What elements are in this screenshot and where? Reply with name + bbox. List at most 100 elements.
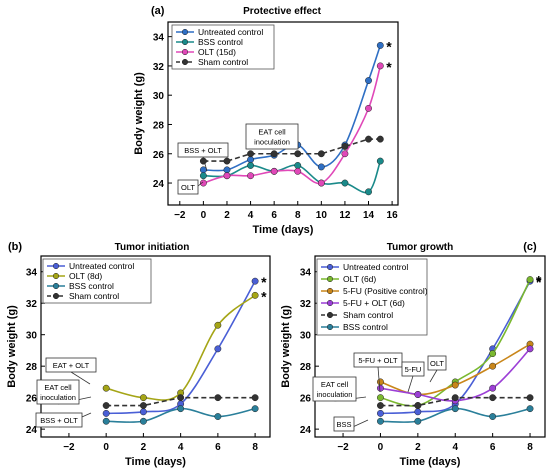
annotation-box	[312, 376, 357, 402]
series: *	[102, 274, 267, 417]
data-point	[489, 384, 497, 392]
data-point	[177, 394, 185, 402]
x-tick-label: −2	[337, 442, 349, 453]
legend-item: 5-FU (Positive control)	[321, 286, 428, 296]
panel-label: (b)	[8, 241, 22, 253]
data-point	[526, 345, 534, 353]
annotation-label: BSS + OLT	[40, 416, 78, 425]
y-tick-label: 24	[26, 425, 38, 436]
y-axis-label: Body weight (g)	[280, 305, 292, 388]
significance-marker: *	[536, 274, 542, 290]
series: *	[102, 288, 267, 402]
legend-label: BSS control	[343, 322, 388, 332]
data-point	[365, 77, 372, 85]
x-tick-label: 4	[452, 442, 458, 453]
data-point	[489, 362, 497, 370]
data-point	[376, 409, 384, 417]
legend-item: OLT (8d)	[47, 271, 102, 281]
x-tick-label: 10	[316, 210, 328, 221]
significance-marker: *	[536, 273, 542, 289]
legend-swatch-marker	[52, 262, 60, 270]
annotation-label: OLT	[181, 183, 195, 192]
legend-label: BSS control	[198, 37, 243, 47]
data-point	[270, 167, 278, 175]
legend-item: BSS control	[176, 37, 243, 47]
y-tick-label: 34	[153, 33, 165, 44]
x-tick-label: 8	[527, 442, 533, 453]
legend-item: OLT (6d)	[321, 274, 376, 284]
annotation-arrow	[202, 156, 208, 172]
data-point	[341, 142, 349, 150]
legend-label: BSS control	[69, 281, 114, 291]
x-tick-label: 16	[387, 210, 399, 221]
annotation-label: EAT cell	[44, 383, 72, 392]
data-point	[451, 405, 459, 413]
data-point	[414, 402, 422, 409]
annotation: BSS + OLT	[35, 412, 92, 428]
panel-label: (c)	[523, 241, 537, 253]
data-point	[199, 172, 207, 180]
data-point	[365, 135, 372, 143]
legend-swatch-marker	[326, 287, 334, 295]
data-point	[214, 345, 222, 353]
legend-swatch-marker	[181, 58, 189, 66]
annotation: BSS	[333, 416, 369, 432]
annotation: 5-FU	[401, 361, 425, 393]
data-point	[376, 394, 384, 402]
legend: Untreated control OLT (6d) 5-FU (Positive …	[316, 258, 428, 336]
series: *	[199, 59, 392, 187]
series-line	[203, 138, 381, 162]
legend-label: OLT (15d)	[198, 47, 236, 57]
annotation-box	[36, 379, 80, 405]
annotation-arrow	[407, 375, 414, 393]
legend-item: BSS control	[47, 281, 114, 291]
annotation-label: EAT + OLT	[53, 361, 90, 370]
x-tick-label: 6	[271, 210, 277, 221]
data-point	[376, 402, 384, 409]
annotation: EAT + OLT	[45, 357, 97, 385]
data-point	[317, 179, 325, 187]
data-point	[376, 135, 384, 143]
y-tick-label: 30	[26, 331, 38, 342]
x-tick-label: 4	[248, 210, 254, 221]
legend-item: OLT (15d)	[176, 47, 236, 57]
x-tick-label: 12	[339, 210, 351, 221]
data-point	[102, 417, 110, 425]
data-point	[139, 394, 147, 402]
y-tick-label: 30	[300, 331, 312, 342]
legend-item: Sham control	[321, 310, 393, 320]
y-tick-label: 28	[26, 362, 38, 373]
plot-frame	[167, 21, 399, 206]
data-point	[251, 291, 259, 299]
annotation-box	[353, 352, 403, 368]
data-point	[376, 417, 384, 425]
y-tick-label: 26	[153, 150, 165, 161]
chart-title: Tumor growth	[387, 242, 453, 253]
x-tick-label: 0	[201, 210, 207, 221]
legend-swatch-marker	[326, 299, 334, 307]
annotation-label: BSS	[336, 420, 351, 429]
x-tick-label: 14	[363, 210, 375, 221]
annotation-box	[35, 412, 83, 428]
annotation-box	[245, 123, 299, 150]
data-point	[139, 408, 147, 416]
data-point	[223, 166, 231, 174]
data-point	[247, 172, 255, 180]
x-tick-label: 2	[224, 210, 230, 221]
legend-swatch-marker	[52, 292, 60, 300]
data-point	[489, 413, 497, 420]
data-point	[376, 157, 384, 165]
x-axis-label: Time (days)	[253, 224, 314, 236]
annotation-label: OLT	[430, 359, 444, 368]
y-tick-label: 32	[26, 299, 38, 310]
series-line	[105, 294, 256, 401]
y-tick-label: 28	[153, 120, 165, 131]
x-axis-label: Time (days)	[400, 456, 461, 468]
legend-label: OLT (8d)	[69, 271, 102, 281]
legend-item: BSS control	[321, 322, 388, 332]
